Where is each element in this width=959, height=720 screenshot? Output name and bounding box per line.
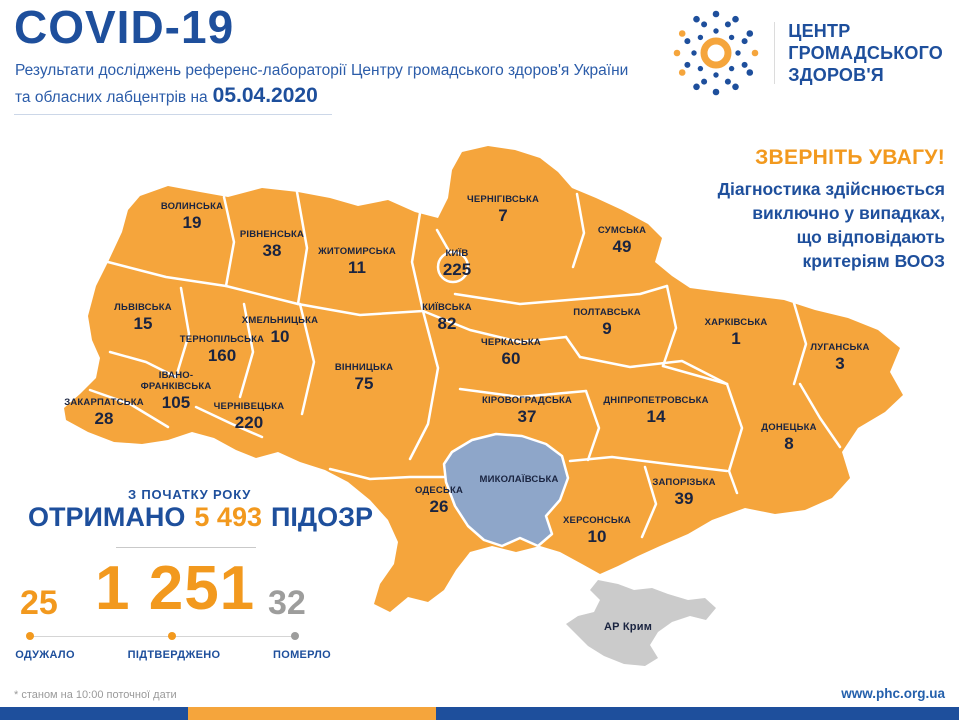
mykolaiv-region bbox=[442, 432, 570, 548]
oblast-borders bbox=[88, 190, 842, 539]
website-link[interactable]: www.phc.org.ua bbox=[841, 686, 945, 701]
footnote: * станом на 10:00 поточної дати bbox=[14, 689, 177, 701]
notice-line: що відповідають bbox=[796, 227, 945, 247]
logo-separator bbox=[774, 22, 776, 84]
bottom-bar-blue-right bbox=[436, 707, 959, 720]
phc-logo: ЦЕНТР ГРОМАДСЬКОГО ЗДОРОВ'Я bbox=[671, 8, 943, 98]
bottom-bar-orange bbox=[188, 707, 436, 720]
notice-line: критеріям ВООЗ bbox=[802, 251, 945, 271]
notice-line: виключно у випадках, bbox=[752, 203, 945, 223]
bottom-bar bbox=[0, 707, 959, 720]
kyiv-city-border bbox=[436, 250, 470, 284]
report-date: 05.04.2020 bbox=[212, 84, 318, 107]
notice-block: ЗВЕРНІТЬ УВАГУ! Діагностика здійснюється… bbox=[718, 146, 945, 273]
subtitle: Результати досліджень референс-лаборатор… bbox=[15, 58, 628, 110]
bottom-bar-blue-left bbox=[0, 707, 188, 720]
notice-title: ЗВЕРНІТЬ УВАГУ! bbox=[755, 146, 945, 169]
subtitle-line2: та обласних лабцентрів на 05.04.2020 bbox=[15, 84, 318, 107]
crimea-region bbox=[566, 580, 716, 666]
page-title: COVID-19 bbox=[14, 1, 235, 53]
ukraine-landmass bbox=[64, 146, 903, 612]
subtitle-line1: Результати досліджень референс-лаборатор… bbox=[15, 62, 629, 79]
logo-text: ЦЕНТР ГРОМАДСЬКОГО ЗДОРОВ'Я bbox=[788, 21, 943, 85]
phc-logo-icon bbox=[673, 10, 759, 96]
notice-line: Діагностика здійснюється bbox=[717, 179, 945, 199]
header: COVID-19 Результати досліджень референс-… bbox=[0, 0, 959, 122]
header-divider bbox=[14, 114, 332, 115]
